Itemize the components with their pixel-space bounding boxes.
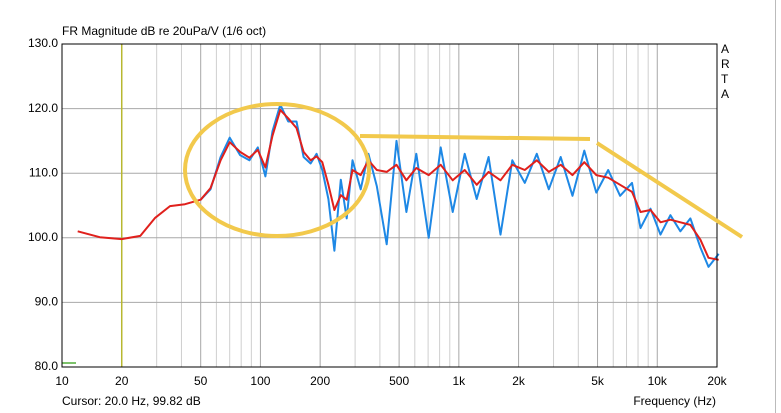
y-tick-label: 100.0 xyxy=(28,230,58,244)
annotation-line xyxy=(595,141,744,239)
y-tick-label: 90.0 xyxy=(35,295,59,309)
cursor-readout: Cursor: 20.0 Hz, 99.82 dB xyxy=(62,394,201,408)
response-line xyxy=(77,108,719,261)
annotation-line xyxy=(359,134,591,141)
chart-title: FR Magnitude dB re 20uPa/V (1/6 oct) xyxy=(62,24,266,38)
x-tick-label: 20 xyxy=(115,374,129,388)
watermark: ARTA xyxy=(721,42,730,101)
x-tick-label: 100 xyxy=(250,374,270,388)
x-tick-label: 1k xyxy=(453,374,467,388)
x-tick-label: 50 xyxy=(194,374,208,388)
y-tick-label: 120.0 xyxy=(28,101,58,115)
x-tick-label: 500 xyxy=(389,374,409,388)
x-tick-label: 20k xyxy=(707,374,727,388)
y-tick-label: 80.0 xyxy=(35,359,59,373)
plot-frame xyxy=(61,43,718,368)
x-tick-label: 200 xyxy=(310,374,330,388)
y-tick-label: 110.0 xyxy=(29,165,58,179)
x-tick-label: 10 xyxy=(55,374,69,388)
x-axis-label: Frequency (Hz) xyxy=(633,394,716,408)
y-tick-label: 130.0 xyxy=(28,36,58,50)
x-tick-label: 2k xyxy=(512,374,526,388)
x-tick-label: 10k xyxy=(648,374,668,388)
annotation-ellipse xyxy=(183,102,371,238)
response-line xyxy=(199,103,720,268)
x-tick-label: 5k xyxy=(591,374,605,388)
